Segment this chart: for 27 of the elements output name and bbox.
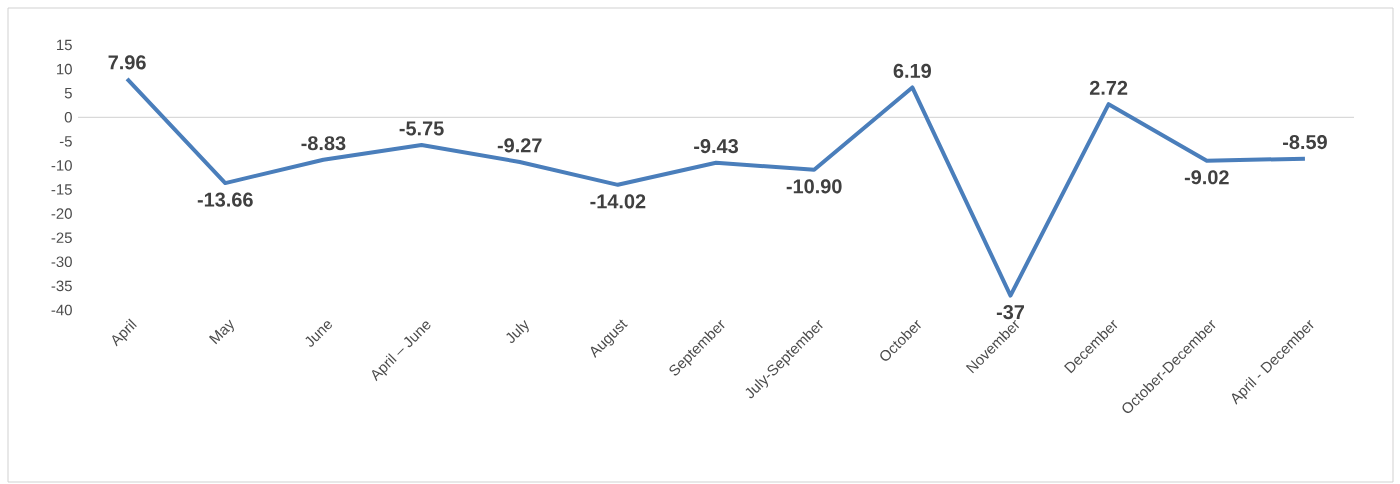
data-label: -9.43 xyxy=(694,139,738,154)
data-label: -10.90 xyxy=(786,179,842,194)
data-label: -9.27 xyxy=(497,138,542,153)
data-label: -14.02 xyxy=(590,194,646,209)
data-label: -9.02 xyxy=(1184,170,1229,185)
data-label: -13.66 xyxy=(197,192,253,207)
y-tick-label: -35 xyxy=(51,280,72,292)
y-tick-label: -30 xyxy=(51,256,72,268)
data-label: 7.96 xyxy=(108,55,146,70)
y-tick-label: 5 xyxy=(64,87,72,99)
y-tick-label: -20 xyxy=(51,208,72,219)
y-tick-label: -15 xyxy=(51,184,72,195)
data-label: -8.83 xyxy=(301,136,346,151)
y-tick-label: -10 xyxy=(51,160,72,171)
x-tick-label: May xyxy=(208,319,234,345)
data-label: -5.75 xyxy=(399,121,444,136)
data-label: -8.59 xyxy=(1283,135,1327,150)
y-tick-label: -25 xyxy=(51,232,72,244)
data-label: 6.19 xyxy=(893,63,931,78)
y-tick-label: -5 xyxy=(59,136,72,147)
y-tick-label: -40 xyxy=(51,304,72,316)
y-tick-label: 15 xyxy=(57,39,72,51)
y-tick-label: 0 xyxy=(64,111,72,123)
y-tick-label: 10 xyxy=(57,63,72,75)
data-label: 2.72 xyxy=(1089,80,1128,95)
x-tick-label: July xyxy=(506,319,529,343)
data-label: -37 xyxy=(996,305,1024,320)
